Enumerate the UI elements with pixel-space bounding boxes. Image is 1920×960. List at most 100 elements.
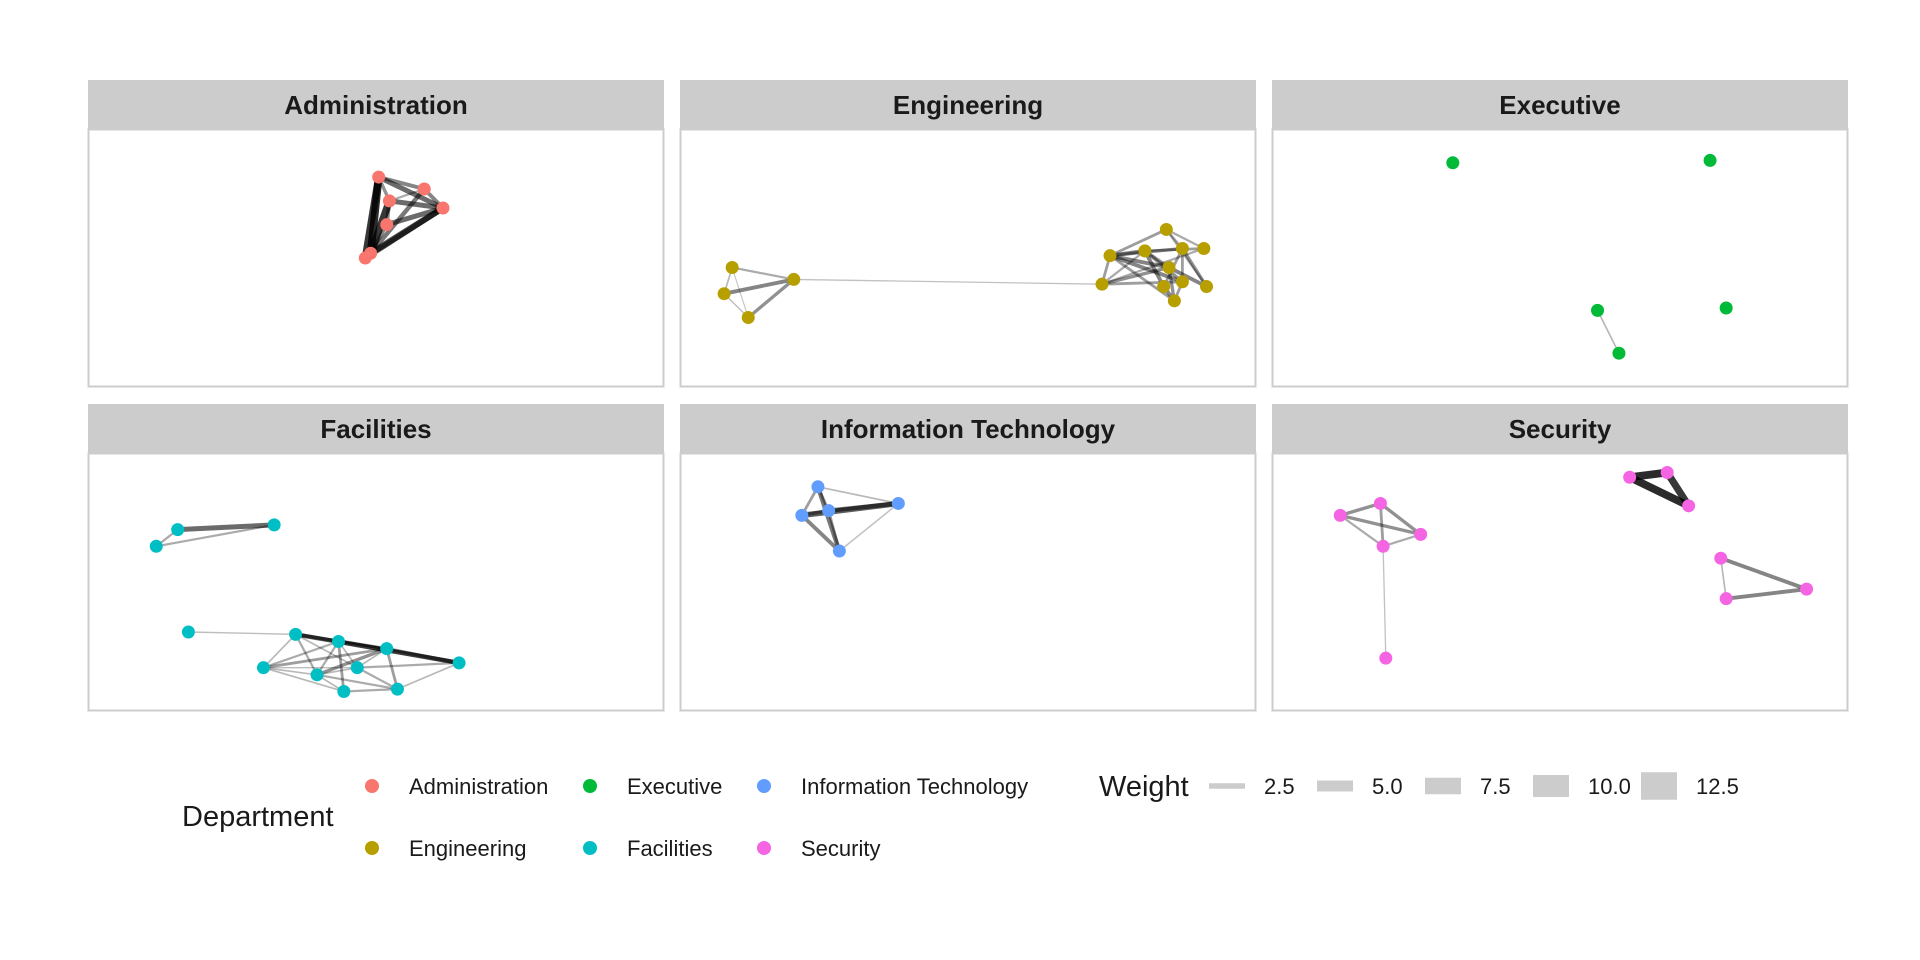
network-edge [376, 174, 446, 211]
network-edge [1100, 280, 1184, 286]
network-node [382, 194, 396, 208]
legend-key-point [757, 779, 771, 793]
network-node [331, 635, 345, 648]
network-edge [731, 266, 795, 281]
network-edge [1100, 265, 1171, 286]
network-node [1612, 346, 1626, 360]
network-edge [1108, 228, 1168, 258]
network-node [811, 480, 825, 494]
network-edge [155, 523, 276, 548]
network-edge [815, 484, 842, 554]
network-node [256, 661, 270, 675]
network-node [289, 627, 303, 641]
network-node [1175, 275, 1189, 289]
network-edge [1100, 247, 1205, 286]
edges [361, 173, 447, 262]
legend-key-line [1317, 780, 1353, 792]
legend-weight-entries: 2.5 5.0 7.5 10.0 12.5 [1209, 772, 1739, 800]
facet-title: Information Technology [821, 414, 1116, 444]
facet-title: Administration [284, 90, 467, 120]
legend-label: 10.0 [1588, 774, 1631, 799]
network-node [149, 539, 163, 553]
facet-title: Facilities [320, 414, 431, 444]
legend-item-information-technology: Information Technology [757, 774, 1028, 799]
network-edge [262, 640, 340, 669]
legend-department-title: Department [182, 801, 334, 833]
network-edge [1663, 468, 1693, 510]
network-edge [1339, 514, 1385, 548]
network-edge [1381, 533, 1422, 548]
legend-item-security: Security [757, 836, 880, 861]
legend-label: 2.5 [1264, 774, 1295, 799]
network-node [1175, 241, 1189, 255]
nodes [149, 518, 466, 698]
legend-label: Engineering [409, 836, 526, 861]
edges [155, 522, 462, 693]
network-node [1414, 527, 1428, 541]
network-edge [336, 639, 462, 666]
network-node [741, 311, 755, 324]
network-node [171, 523, 185, 537]
facet-information-technology: Information Technology [679, 404, 1257, 712]
network-node [358, 251, 372, 265]
network-edge [1100, 249, 1147, 286]
network-edge [1719, 557, 1728, 600]
network-edge [342, 687, 399, 693]
network-node [337, 684, 351, 698]
network-edge [362, 205, 446, 261]
network-node [310, 668, 324, 682]
network-edge [315, 673, 399, 691]
network-edge [315, 646, 389, 677]
network-edge [1718, 556, 1809, 592]
network-edge [1167, 265, 1209, 289]
network-node [390, 682, 404, 696]
network-node [267, 518, 281, 532]
legend-label: 12.5 [1696, 774, 1739, 799]
network-node [1800, 582, 1814, 596]
facet-title: Engineering [893, 90, 1043, 120]
nodes [358, 170, 450, 265]
network-node [1623, 470, 1637, 484]
legend-label: Security [801, 836, 880, 861]
legend-key-line [1533, 775, 1569, 797]
network-edge [385, 647, 399, 691]
network-node [1591, 303, 1605, 317]
network-node [1682, 499, 1696, 513]
network-node [1157, 280, 1171, 294]
legend-key-point [365, 779, 379, 793]
network-edge [367, 197, 393, 257]
legend-key-line [1209, 783, 1245, 789]
network-edge [1143, 247, 1206, 253]
network-edge [817, 485, 900, 505]
edges [799, 484, 902, 554]
network-edge [293, 632, 341, 644]
network-edge [1165, 228, 1205, 250]
network-edge [385, 646, 461, 665]
network-node [832, 544, 846, 558]
facet-panel-background [87, 128, 665, 388]
network-node [725, 261, 739, 275]
network-edge [827, 509, 841, 553]
network-edge [1142, 248, 1166, 289]
network-edge [1625, 473, 1693, 510]
network-node [1660, 466, 1674, 480]
network-node [1197, 241, 1211, 255]
nodes [1333, 466, 1814, 665]
network-edge [262, 633, 297, 669]
legend-item-administration: Administration [365, 774, 548, 799]
facet-strip [88, 80, 664, 129]
network-edge [1379, 502, 1385, 548]
network-node [350, 661, 364, 675]
facet-administration: Administration [87, 80, 665, 388]
legend-item-engineering: Engineering [365, 836, 526, 861]
network-edge [337, 640, 346, 693]
nodes [717, 222, 1214, 324]
facet-panel-background [1271, 128, 1849, 388]
facet-title: Executive [1499, 90, 1620, 120]
legend: Department Administration Executive Inform… [182, 771, 1739, 861]
network-edge [175, 522, 277, 533]
network-node [1703, 153, 1717, 167]
network-edge [826, 501, 901, 513]
network-edge [294, 633, 359, 669]
network-node [452, 656, 466, 670]
